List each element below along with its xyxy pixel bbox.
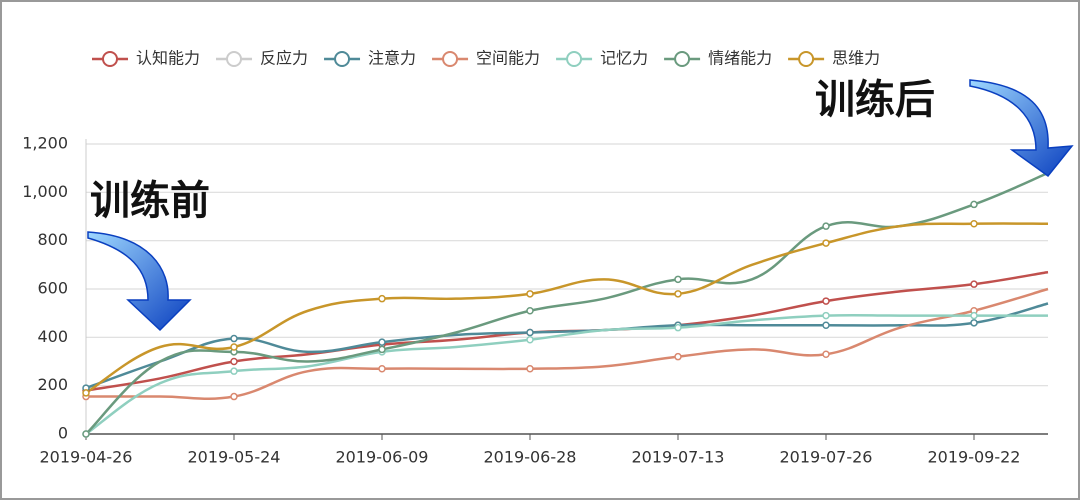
legend-label: 认知能力 [136,49,200,68]
point [230,334,238,343]
point [82,430,90,438]
point [970,319,978,327]
legend-icon [798,51,815,67]
point [822,350,830,358]
y-tick-label: 600 [37,279,68,298]
x-tick-label: 2019-06-28 [484,448,577,467]
point [378,338,386,346]
legend-icon [442,51,459,67]
legend-icon [566,51,583,67]
legend-label: 记忆力 [600,49,648,68]
point [674,352,682,361]
series-line [85,302,1049,390]
legend-label: 思维力 [832,49,880,68]
point [822,297,830,305]
point [526,307,534,315]
point [822,321,830,329]
annotation: 训练后 [815,77,935,123]
x-tick-label: 2019-07-26 [780,448,873,467]
point [230,392,238,401]
legend-label: 情绪能力 [708,49,772,68]
point [526,336,534,344]
x-tick-label: 2019-04-26 [40,448,133,467]
point [970,280,978,288]
point [970,220,978,228]
point [970,311,978,320]
y-tick-label: 1,200 [22,134,68,153]
y-tick-label: 1,000 [22,182,68,201]
series-line [86,287,1049,401]
point [526,290,534,298]
x-tick-label: 2019-07-13 [632,448,725,467]
legend-icon [674,51,691,67]
annotation: 训练前 [90,178,210,224]
point [526,365,534,373]
point [378,294,386,303]
point [526,328,534,337]
y-tick-label: 0 [58,424,68,443]
point [378,345,386,354]
point [230,367,238,375]
point [822,311,830,320]
point [970,200,978,209]
legend-label: 空间能力 [476,49,540,68]
arrow [969,79,1074,178]
point [230,343,238,351]
y-tick-label: 200 [37,375,68,394]
point [822,222,830,230]
x-tick-label: 2019-05-24 [188,448,281,467]
x-tick-label: 2019-09-22 [928,448,1021,467]
y-tick-label: 800 [37,230,68,249]
legend-icon [226,51,243,67]
point [674,290,682,298]
arrow [87,231,192,332]
point [674,323,682,332]
legend-label: 注意力 [368,49,416,68]
x-tick-label: 2019-06-09 [336,448,429,467]
y-tick-label: 400 [37,327,68,346]
legend-icon [102,51,118,67]
point [674,275,682,284]
legend-label: 反应力 [260,49,308,68]
point [230,357,238,366]
point [82,389,90,397]
legend-icon [334,51,351,67]
point [378,365,386,373]
point [822,239,830,247]
